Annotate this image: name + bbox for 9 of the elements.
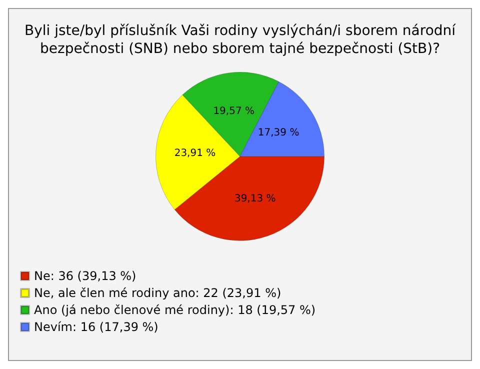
data-label: 19,57 % — [213, 106, 255, 118]
legend-label: Ne: 36 (39,13 %) — [34, 269, 136, 283]
data-label: 39,13 % — [234, 193, 276, 204]
chart-title: Byli jste/byl příslušník Vaši rodiny vyslýchán/i sborem národní bezpečnosti (SNB) nebo sborem tajné bezpečnosti (StB)? — [24, 23, 457, 57]
data-label: 23,91 % — [174, 148, 216, 159]
legend-label: Ano (já nebo členové mé rodiny): 18 (19,57 %) — [34, 303, 316, 317]
legend-label: Nevím: 16 (17,39 %) — [34, 320, 158, 334]
legend-label: Ne, ale člen mé rodiny ano: 22 (23,91 %) — [34, 286, 282, 300]
data-label: 17,39 % — [258, 127, 300, 138]
